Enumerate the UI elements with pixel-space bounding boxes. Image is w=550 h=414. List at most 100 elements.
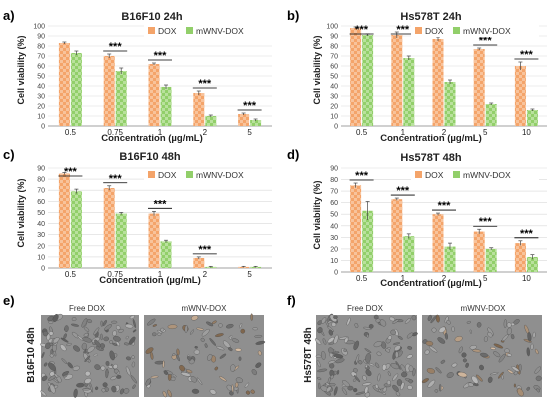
cell-shape bbox=[421, 378, 429, 384]
cell-shape bbox=[394, 345, 401, 351]
cell-shape bbox=[407, 385, 413, 390]
cell-shape bbox=[82, 388, 91, 391]
bar-c-mwnv-0 bbox=[70, 191, 82, 268]
cell-shape bbox=[364, 364, 368, 368]
cell-shape bbox=[145, 378, 151, 386]
cell-shape bbox=[109, 340, 113, 344]
cell-shape bbox=[196, 327, 204, 331]
cell-shape bbox=[354, 322, 359, 329]
cell-shape bbox=[330, 374, 334, 380]
chart-panel-d: d) Hs578T 48h Cell viability (%) Concent… bbox=[287, 147, 547, 289]
x-axis-label-c: Concentration (µg/mL) bbox=[99, 275, 201, 286]
cell-shape bbox=[162, 390, 167, 398]
cell-shape bbox=[536, 388, 540, 393]
cell-shape bbox=[381, 341, 387, 349]
y-tick-label-a: 50 bbox=[37, 74, 45, 81]
cell-shape bbox=[251, 369, 257, 376]
bar-b-mwnv-3 bbox=[485, 104, 497, 126]
cell-shape bbox=[344, 337, 349, 344]
micrograph-caption-f-1: Free DOX bbox=[347, 304, 384, 313]
x-tick-label-a: 0.75 bbox=[107, 128, 123, 137]
legend-box-c bbox=[144, 169, 272, 181]
y-tick-label-d: 90 bbox=[330, 166, 338, 173]
chart-title-d: Hs578T 48h bbox=[400, 152, 461, 164]
cell-shape bbox=[526, 386, 530, 391]
cell-shape bbox=[218, 323, 223, 328]
cell-shape bbox=[101, 388, 106, 393]
cell-shape bbox=[386, 380, 391, 385]
bar-a-dox-3 bbox=[193, 93, 205, 126]
plot-area-b: 0 10 20 30 40 50 60 70 80 90 100 0.5 *** 1 *** 2 *** 5 ***… bbox=[326, 24, 547, 137]
cell-shape bbox=[523, 339, 532, 343]
y-tick-label-b: 70 bbox=[330, 54, 338, 61]
cell-shape bbox=[131, 355, 135, 359]
y-tick-label-c: 20 bbox=[37, 243, 45, 250]
cell-shape bbox=[377, 373, 381, 382]
cell-shape bbox=[129, 315, 135, 320]
cell-shape bbox=[506, 327, 512, 335]
cell-shape bbox=[49, 384, 56, 394]
cell-shape bbox=[504, 348, 510, 353]
cell-shape bbox=[112, 330, 117, 337]
x-tick-label-c: 0.5 bbox=[65, 270, 77, 279]
cell-shape bbox=[333, 315, 338, 319]
cell-shape bbox=[446, 372, 454, 378]
cell-shape bbox=[353, 378, 357, 382]
bar-d-dox-0 bbox=[350, 185, 362, 272]
cell-shape bbox=[338, 336, 349, 340]
cell-shape bbox=[219, 353, 227, 359]
cell-shape bbox=[471, 375, 479, 384]
cell-shape bbox=[435, 367, 442, 374]
panel-label-c: c) bbox=[3, 147, 15, 162]
cell-shape bbox=[506, 322, 512, 328]
cell-shape bbox=[426, 368, 435, 374]
plot-area-d: 0 10 20 30 40 50 60 70 80 90 0.5 *** 1 *** 2 *** 5 *** 10 *… bbox=[330, 166, 547, 283]
legend-label-mwnv-d: mWNV-DOX bbox=[463, 170, 511, 180]
legend-swatch-dox-a bbox=[148, 27, 155, 34]
cell-shape bbox=[487, 376, 493, 383]
bar-d-mwnv-2 bbox=[444, 246, 456, 272]
x-tick-label-b: 1 bbox=[401, 128, 406, 137]
cell-shape bbox=[446, 320, 451, 325]
x-tick-label-a: 1 bbox=[158, 128, 163, 137]
cell-shape bbox=[130, 375, 137, 384]
cell-shape bbox=[103, 336, 109, 342]
y-tick-label-a: 40 bbox=[37, 84, 45, 91]
cell-shape bbox=[404, 318, 411, 324]
cell-shape bbox=[467, 382, 474, 387]
cell-shape bbox=[476, 374, 483, 382]
y-tick-label-d: 60 bbox=[330, 200, 338, 207]
bar-a-mwnv-2 bbox=[160, 87, 172, 126]
bar-c-mwnv-1 bbox=[115, 213, 127, 268]
bar-a-mwnv-4 bbox=[250, 120, 262, 126]
cell-shape bbox=[180, 372, 191, 377]
cell-shape bbox=[209, 338, 216, 346]
cell-shape bbox=[440, 359, 446, 364]
cell-shape bbox=[333, 334, 339, 345]
y-tick-label-d: 80 bbox=[330, 177, 338, 184]
cell-shape bbox=[401, 371, 408, 378]
cell-shape bbox=[392, 342, 401, 345]
cell-shape bbox=[184, 324, 188, 333]
cell-shape bbox=[327, 336, 335, 344]
cell-shape bbox=[191, 315, 199, 321]
cell-shape bbox=[67, 362, 73, 369]
y-axis-label-d: Cell viability (%) bbox=[312, 180, 322, 249]
cell-shape bbox=[506, 353, 512, 357]
cell-shape bbox=[327, 377, 331, 385]
cell-shape bbox=[162, 360, 165, 368]
cell-shape bbox=[331, 351, 340, 354]
cell-shape bbox=[196, 377, 203, 385]
legend-label-dox-b: DOX bbox=[425, 26, 444, 36]
cell-shape bbox=[425, 340, 434, 346]
cell-shape bbox=[116, 375, 122, 379]
cell-shape bbox=[438, 326, 446, 333]
bar-a-mwnv-1 bbox=[115, 71, 127, 126]
cell-shape bbox=[315, 354, 322, 358]
cell-shape bbox=[328, 329, 333, 336]
cell-shape bbox=[327, 326, 334, 332]
cell-shape bbox=[315, 338, 322, 345]
y-tick-label-d: 70 bbox=[330, 189, 338, 196]
cell-shape bbox=[53, 373, 59, 378]
